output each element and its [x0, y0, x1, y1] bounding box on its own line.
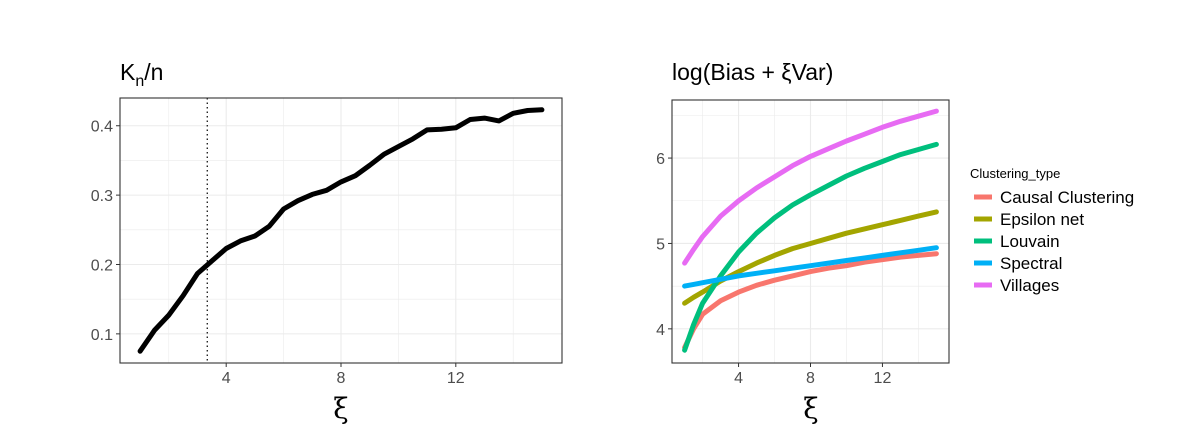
legend-label: Louvain	[1000, 232, 1060, 251]
legend-label: Epsilon net	[1000, 210, 1084, 229]
legend: Clustering_type Causal Clustering Epsilon…	[970, 166, 1134, 295]
series-line-causal-clustering	[682, 251, 939, 351]
series-line-spectral	[682, 245, 939, 289]
y-tick-label: 6	[656, 151, 665, 168]
x-tick-label: 8	[806, 370, 815, 387]
y-tick-label: 0.3	[91, 188, 113, 205]
series-line-kn-over-n	[137, 107, 545, 354]
right-panel-title: log(Bias + ξVar)	[672, 59, 833, 85]
left-x-axis-label: ξ	[333, 392, 348, 425]
plot-border	[119, 97, 563, 364]
legend-title: Clustering_type	[970, 166, 1060, 181]
series-line-villages	[682, 108, 939, 266]
y-tick-label: 0.1	[91, 327, 113, 344]
left-panel-title: Kn/n	[120, 59, 163, 90]
right-panel-log-bias-var: log(Bias + ξVar) ξ 4 8 12 4 5 6	[656, 59, 950, 425]
plot-border	[671, 99, 950, 364]
legend-label: Spectral	[1000, 254, 1062, 273]
x-tick-label: 12	[447, 370, 465, 387]
y-tick-label: 4	[656, 322, 665, 339]
y-tick-label: 0.2	[91, 257, 113, 274]
x-tick-label: 4	[222, 370, 231, 387]
right-x-axis-label: ξ	[803, 392, 818, 425]
series-line-louvain	[682, 141, 939, 353]
x-tick-label: 12	[874, 370, 892, 387]
y-tick-label: 5	[656, 236, 665, 253]
y-tick-label: 0.4	[91, 119, 113, 136]
x-tick-label: 8	[337, 370, 346, 387]
x-tick-label: 4	[734, 370, 743, 387]
left-panel-kn-over-n: Kn/n ξ 4 8 12 0.1 0.2 0.3 0.4	[91, 59, 563, 425]
legend-label: Villages	[1000, 276, 1059, 295]
legend-label: Causal Clustering	[1000, 188, 1134, 207]
